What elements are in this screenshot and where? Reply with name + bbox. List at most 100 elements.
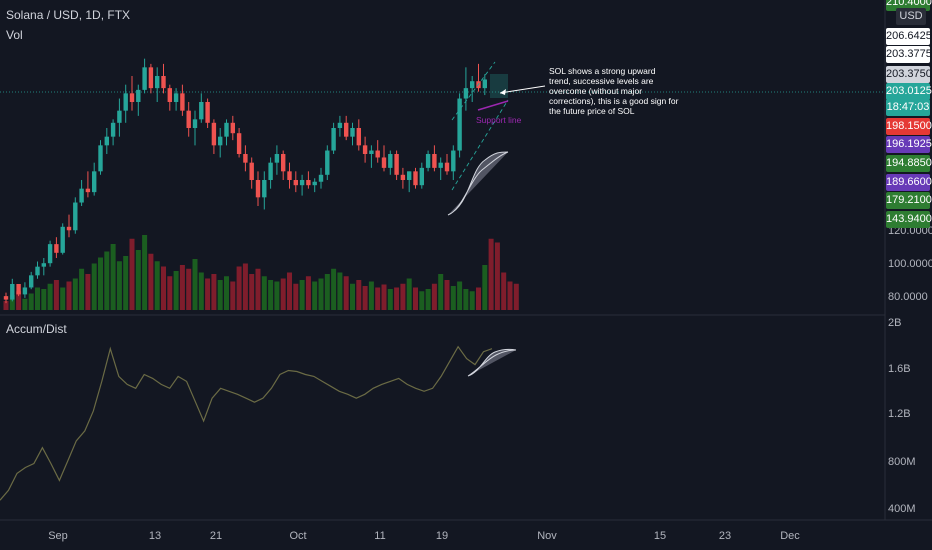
candle-body [173,93,179,102]
volume-bar [444,280,450,310]
currency-badge[interactable]: USD [896,8,926,25]
volume-bar [457,281,463,310]
candle-body [350,128,355,137]
time-axis-tick: Dec [780,530,800,542]
candle-body [180,93,185,111]
candle-body [85,188,91,193]
candle-body [400,174,406,180]
volume-bar [236,266,242,310]
candle-body [482,79,487,89]
candle-body [35,266,40,276]
volume-bar [293,283,299,310]
volume-bar [343,276,349,310]
candle-body [425,154,431,168]
support-line [477,100,509,111]
volume-bar [211,274,217,310]
volume-bar [60,287,66,310]
candle-body [444,162,450,172]
time-axis-tick: Sep [48,530,68,542]
candle-body [211,122,217,146]
candle-body [92,171,97,193]
volume-bar [217,280,223,310]
volume-bar [287,272,292,310]
volume-bar [463,289,469,310]
volume-bar [406,278,412,310]
volume-bar [85,274,91,310]
ad-axis-tick: 1.6B [888,363,911,375]
volume-bar [154,261,160,310]
candle-body [438,162,443,168]
price-tag: 18:47:03 [886,99,930,116]
candle-body [470,81,475,89]
candle-body [274,154,280,163]
candle-body [463,88,469,99]
candle-body [312,181,317,186]
candle-body [117,110,122,123]
volume-bar [387,289,393,310]
ad-axis-tick: 1.2B [888,408,911,420]
candle-body [281,154,286,172]
candle-body [22,287,28,295]
candle-body [192,119,198,128]
candle-body [394,154,399,175]
volume-bar [482,265,488,310]
candle-body [287,171,292,180]
volume-bar [394,287,400,310]
candle-body [161,76,166,89]
volume-bar [72,278,78,310]
volume-bar [438,274,444,310]
candle-body [10,284,15,300]
candle-body [230,122,235,134]
candle-body [362,145,368,154]
volume-bar [280,278,286,310]
candle-body [41,263,46,267]
volume-bar [299,280,305,310]
time-axis-tick: 15 [654,530,666,542]
volume-bar [324,274,330,310]
candle-body [337,122,343,128]
candle-body [432,154,437,168]
volume-bar [375,287,381,310]
candle-body [98,145,103,172]
volume-bar [331,268,337,310]
candle-body [54,244,59,253]
candle-body [419,167,424,186]
volume-bar [192,259,198,310]
volume-bar [123,256,129,310]
candle-body [199,102,204,120]
volume-bar [224,276,229,310]
volume-bar [337,272,343,310]
candle-body [262,180,267,198]
candle-body [148,67,154,89]
volume-bar [53,280,59,310]
volume-bar [274,281,280,310]
candle-body [47,244,53,264]
ad-axis-tick: 800M [888,456,916,468]
candle-body [299,180,305,186]
candle-body [356,128,361,146]
candle-body [79,188,84,203]
candle-body [73,202,78,231]
volume-bar [173,271,179,310]
volume-bar [476,287,481,310]
volume-bar [148,253,154,310]
volume-bar [47,283,53,310]
candle-body [155,76,160,89]
brush-shape-ad [467,348,517,377]
candle-body [451,150,456,172]
candle-body [306,180,311,186]
candle-body [293,180,298,186]
candle-body [268,162,273,180]
volume-bar [3,301,9,310]
price-tag: 203.0125 [886,83,932,100]
candle-body [325,150,330,175]
time-axis-tick: 19 [436,530,448,542]
candle-body [318,174,324,182]
volume-bar [22,298,28,310]
ad-axis-tick: 400M [888,503,916,515]
volume-bar [35,287,40,310]
time-axis-tick: 23 [719,530,731,542]
candle-body [218,136,223,146]
volume-bar [413,287,418,310]
